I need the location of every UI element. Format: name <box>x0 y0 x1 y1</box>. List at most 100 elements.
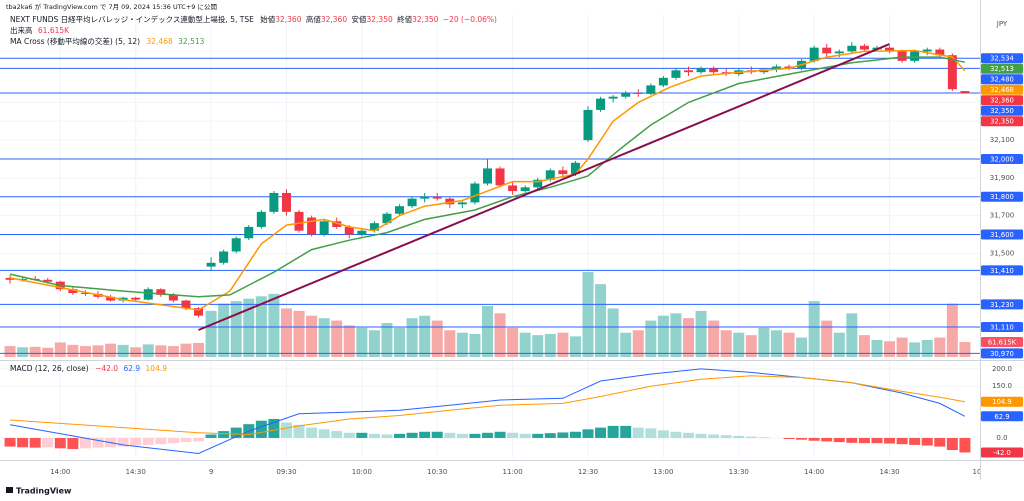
macd-value: 62.9 <box>123 364 140 373</box>
price-badge-label: -42.0 <box>993 449 1011 457</box>
candle-body <box>432 196 442 199</box>
price-badge-label: 31,110 <box>990 323 1014 331</box>
candle-body <box>684 70 694 73</box>
candle-body <box>281 192 291 212</box>
price-badge-label: 32,360 <box>990 97 1014 105</box>
candle-body <box>696 68 706 73</box>
candle-body <box>947 55 957 90</box>
volume-bar <box>670 313 682 357</box>
histogram-bar <box>620 425 632 438</box>
price-badge <box>981 348 1023 359</box>
price-badge <box>981 411 1023 422</box>
candle-body <box>307 217 317 235</box>
price-badge <box>981 63 1023 74</box>
histogram-bar <box>117 437 129 447</box>
histogram-bar <box>356 432 368 438</box>
volume-bar <box>683 318 695 357</box>
candle-body <box>143 289 153 300</box>
candle-body <box>294 211 304 231</box>
price-badge-label: 31,800 <box>990 193 1014 201</box>
volume-bar <box>318 318 330 357</box>
volume-bar <box>54 342 66 357</box>
candle-body <box>269 192 279 212</box>
candle-body <box>194 308 204 316</box>
histogram-bar <box>720 435 732 438</box>
histogram-bar <box>858 437 870 444</box>
price-badge <box>981 95 1023 106</box>
histogram-bar <box>959 437 971 453</box>
ohlc-value: 32,360 <box>321 15 347 24</box>
histogram-bar <box>557 432 569 438</box>
candle-body <box>885 47 895 52</box>
candle-body <box>382 213 392 224</box>
histogram-bar <box>507 432 519 438</box>
candle-body <box>445 198 455 205</box>
price-badge <box>981 229 1023 240</box>
volume-bar <box>821 320 833 357</box>
y-tick-label: 31,700 <box>990 212 1015 220</box>
volume-bar <box>808 301 820 357</box>
histogram-bar <box>218 431 230 438</box>
histogram-bar <box>896 437 908 445</box>
volume-bar <box>180 343 192 357</box>
price-badge-label: 31,600 <box>990 231 1014 239</box>
candle-body <box>18 278 28 280</box>
candle-body <box>357 230 367 235</box>
price-badge-label: 32,000 <box>990 156 1014 164</box>
histogram-bar <box>632 427 644 438</box>
candle-body <box>219 251 229 263</box>
volume-bar <box>745 335 757 357</box>
histogram-bar <box>79 437 91 449</box>
histogram-bar <box>419 431 431 438</box>
price-badge-label: 32,513 <box>990 65 1014 73</box>
histogram-bar <box>394 433 406 438</box>
histogram-bar <box>569 431 581 438</box>
candle-body <box>570 162 580 175</box>
histogram-bar <box>54 437 66 449</box>
candle-body <box>457 202 467 205</box>
ohlc-label: 安値 <box>352 14 367 24</box>
volume-bar <box>293 310 305 357</box>
volume-bar <box>657 315 669 357</box>
volume-bar <box>645 320 657 357</box>
histogram-bar <box>494 431 506 438</box>
histogram-bar <box>595 427 607 438</box>
histogram-bar <box>481 432 493 438</box>
histogram-bar <box>645 428 657 438</box>
histogram-bar <box>318 429 330 438</box>
price-badge-label: 31,410 <box>990 267 1014 275</box>
candle-body <box>709 68 719 73</box>
volume-bar <box>29 346 41 357</box>
x-tick-label: 11:00 <box>503 468 523 476</box>
volume-bar <box>343 325 355 357</box>
candle-body <box>470 183 480 203</box>
candle-body <box>344 226 354 235</box>
histogram-bar <box>280 422 292 438</box>
histogram-bar <box>130 437 142 446</box>
candle-body <box>910 51 920 61</box>
candle-body <box>256 211 266 227</box>
histogram-bar <box>230 427 242 438</box>
symbol: NEXT FUNDS 日経平均レバレッジ・インデックス連動型上場投, 5, TS… <box>10 14 254 24</box>
candle-body <box>482 168 492 184</box>
price-badge <box>981 265 1023 276</box>
volume-bar <box>193 342 205 357</box>
volume-bar <box>280 308 292 357</box>
legend-symbol: NEXT FUNDS 日経平均レバレッジ・インデックス連動型上場投, 5, TS… <box>10 14 497 24</box>
histogram-bar <box>155 437 167 445</box>
y-tick-label: 31,500 <box>990 249 1015 257</box>
volume-bar <box>92 345 104 357</box>
volume-bar <box>796 337 808 357</box>
volume-bar <box>268 293 280 357</box>
histogram-bar <box>343 432 355 438</box>
volume-bar <box>230 301 242 357</box>
histogram-bar <box>657 430 669 438</box>
volume-bar <box>871 340 883 357</box>
candle-body <box>395 206 405 214</box>
ohlc-label: 始値 <box>260 14 275 24</box>
volume-bar <box>368 330 380 357</box>
volume-bar <box>770 330 782 357</box>
x-tick-label: 14:30 <box>879 468 899 476</box>
histogram-bar <box>444 432 456 438</box>
volume-bar <box>306 315 318 357</box>
